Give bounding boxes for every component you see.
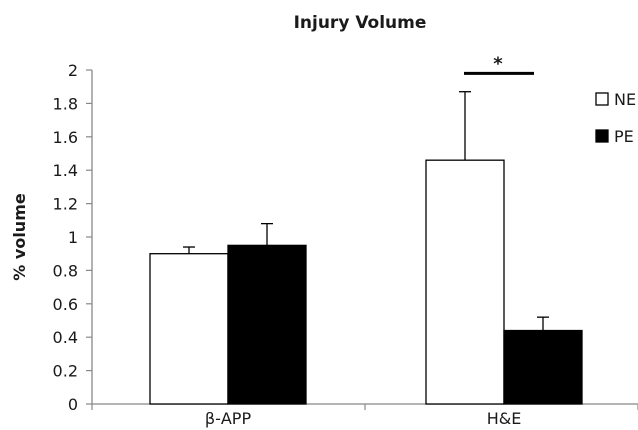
- y-axis-label: % volume: [10, 193, 29, 281]
- legend-swatch-pe: [595, 129, 609, 143]
- bar-pe-1: [503, 329, 583, 405]
- legend-label-pe: PE: [614, 127, 634, 146]
- bar-ne-1: [425, 159, 505, 405]
- chart-title: Injury Volume: [294, 13, 427, 33]
- y-tick-label: 0: [68, 395, 78, 414]
- y-tick-label: 0.8: [53, 261, 78, 280]
- legend-swatch-ne: [595, 92, 609, 106]
- x-tick-label: β-APP: [205, 409, 252, 428]
- y-tick-label: 1: [68, 228, 78, 247]
- y-tick-label: 1.8: [53, 94, 78, 113]
- x-tick-label: H&E: [487, 409, 522, 428]
- y-tick-label: 0.4: [53, 328, 78, 347]
- bar-ne-0: [149, 253, 229, 405]
- y-tick-label: 1.4: [53, 161, 78, 180]
- legend-label-ne: NE: [614, 90, 636, 109]
- bar-pe-0: [227, 244, 307, 405]
- y-tick-label: 0.6: [53, 295, 78, 314]
- significance-marker: *: [493, 53, 503, 74]
- y-tick-label: 1.6: [53, 128, 78, 147]
- y-tick-label: 0.2: [53, 362, 78, 381]
- y-tick-label: 2: [68, 61, 78, 80]
- y-tick-label: 1.2: [53, 195, 78, 214]
